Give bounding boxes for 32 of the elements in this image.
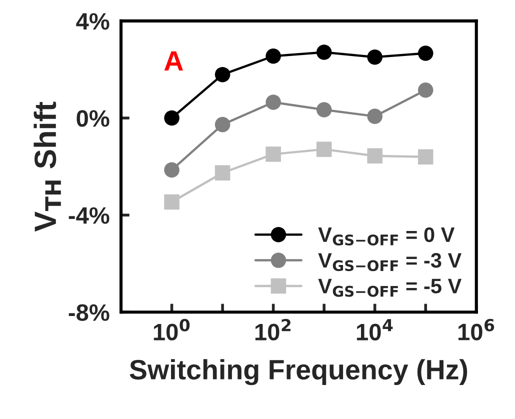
- y-axis-title: V$_{TH}$ Shift: [34, 102, 61, 232]
- point: [316, 142, 332, 157]
- point: [164, 162, 180, 178]
- point: [266, 146, 281, 162]
- point: [418, 82, 434, 98]
- point: [316, 102, 332, 118]
- point: [266, 94, 281, 110]
- point: [367, 148, 382, 164]
- legend-label: V$_{GS−OFF}$ = -5 V: [318, 278, 462, 297]
- x-tick-label: 10$^{0}$: [154, 318, 190, 340]
- point: [164, 194, 180, 210]
- annotation: A: [164, 51, 183, 70]
- point: [418, 46, 434, 61]
- point: [214, 66, 230, 82]
- point: [316, 44, 332, 60]
- y-tick-label: -4%: [68, 207, 110, 224]
- legend-label: V$_{GS−OFF}$ = -3 V: [318, 252, 462, 272]
- x-axis-title: Switching Frequency (Hz): [130, 359, 468, 386]
- y-tick-label: -8%: [68, 304, 110, 321]
- point: [367, 49, 382, 65]
- point: [367, 108, 382, 124]
- y-tick-label: 4%: [76, 13, 110, 30]
- x-tick-label: 10$^{4}$: [356, 319, 393, 340]
- point: [164, 110, 180, 126]
- legend-label: V$_{GS−OFF}$ = 0 V: [318, 227, 455, 246]
- point: [266, 48, 281, 64]
- y-tick-label: 0%: [76, 110, 110, 127]
- point: [214, 165, 230, 180]
- point: [214, 116, 230, 132]
- point: [418, 149, 434, 164]
- x-tick-label: 10$^{6}$: [458, 318, 494, 340]
- x-tick-label: 10$^{2}$: [255, 318, 291, 340]
